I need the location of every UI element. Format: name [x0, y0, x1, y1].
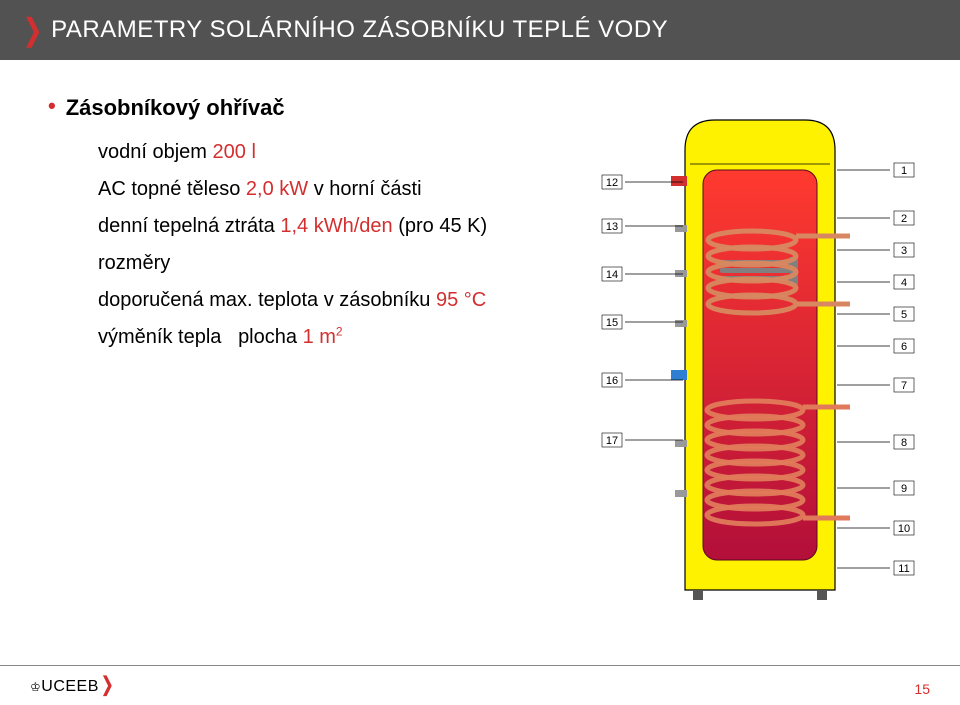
svg-text:9: 9 — [901, 483, 907, 495]
content-block: • Zásobníkový ohřívač vodní objem 200 l … — [48, 95, 568, 357]
spec-loss: denní tepelná ztráta 1,4 kWh/den (pro 45… — [98, 209, 568, 244]
spec-heater-label-b: v horní části — [314, 178, 422, 200]
spec-volume: vodní objem 200 l — [98, 135, 568, 170]
svg-text:1: 1 — [901, 165, 907, 177]
footer-bracket-icon: ❭ — [99, 674, 116, 696]
spec-dims-label: rozměry — [98, 252, 170, 274]
svg-text:14: 14 — [606, 269, 618, 281]
bullet-row: • Zásobníkový ohřívač — [48, 95, 568, 121]
svg-text:15: 15 — [606, 317, 618, 329]
svg-text:4: 4 — [901, 277, 907, 289]
crown-icon: ♔ — [30, 680, 41, 694]
spec-loss-label-a: denní tepelná ztráta — [98, 215, 275, 237]
svg-text:10: 10 — [898, 523, 910, 535]
spec-exch-label-a: výměník tepla — [98, 326, 221, 348]
footer-logo: ♔UCEEB❭ — [30, 672, 116, 697]
bullet-title: Zásobníkový ohřívač — [66, 95, 285, 121]
svg-text:2: 2 — [901, 213, 907, 225]
svg-text:6: 6 — [901, 341, 907, 353]
svg-text:12: 12 — [606, 177, 618, 189]
header-bracket-icon: ❭ — [20, 13, 45, 48]
svg-text:8: 8 — [901, 437, 907, 449]
svg-text:3: 3 — [901, 245, 907, 257]
footer: ♔UCEEB❭ 15 — [0, 665, 960, 705]
spec-volume-label: vodní objem — [98, 141, 207, 163]
footer-logo-text: UCEEB — [41, 678, 99, 695]
spec-heater-label-a: AC topné těleso — [98, 178, 240, 200]
spec-heater: AC topné těleso 2,0 kW v horní části — [98, 172, 568, 207]
spec-maxtemp-value: 95 °C — [436, 289, 486, 311]
page-title: PARAMETRY SOLÁRNÍHO ZÁSOBNÍKU TEPLÉ VODY — [51, 16, 668, 44]
spec-loss-value: 1,4 kWh/den — [280, 215, 392, 237]
svg-text:5: 5 — [901, 309, 907, 321]
spec-loss-label-b: (pro 45 K) — [398, 215, 487, 237]
svg-text:11: 11 — [898, 563, 909, 575]
svg-text:13: 13 — [606, 221, 618, 233]
spec-heater-value: 2,0 kW — [246, 178, 308, 200]
spec-volume-value: 200 l — [213, 141, 256, 163]
page-number: 15 — [914, 681, 930, 697]
spec-exch-label-b: plocha — [238, 326, 297, 348]
spec-maxtemp: doporučená max. teplota v zásobníku 95 °… — [98, 283, 568, 318]
spec-list: vodní objem 200 l AC topné těleso 2,0 kW… — [98, 135, 568, 355]
svg-text:16: 16 — [606, 375, 618, 387]
tank-diagram: 1213141516171234567891011 — [590, 90, 930, 610]
svg-text:7: 7 — [901, 380, 907, 392]
header-bar: ❭ PARAMETRY SOLÁRNÍHO ZÁSOBNÍKU TEPLÉ VO… — [0, 0, 960, 60]
bullet-icon: • — [48, 95, 56, 117]
svg-text:17: 17 — [606, 435, 618, 447]
spec-maxtemp-label: doporučená max. teplota v zásobníku — [98, 289, 430, 311]
spec-exch: výměník tepla plocha 1 m2 — [98, 320, 568, 355]
spec-exch-value: 1 m2 — [303, 326, 343, 348]
spec-dims: rozměry — [98, 246, 568, 281]
